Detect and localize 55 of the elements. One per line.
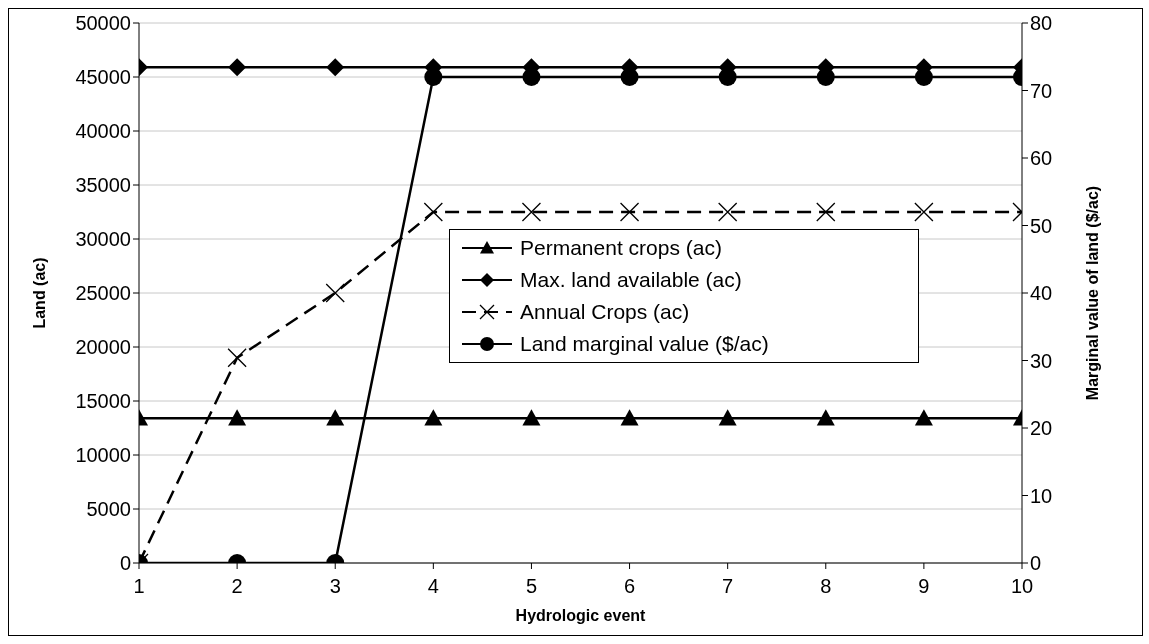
point bbox=[424, 409, 443, 426]
point bbox=[423, 202, 443, 222]
y-tick-label: 30000 bbox=[75, 228, 131, 251]
y2-tick-label: 80 bbox=[1030, 12, 1053, 35]
point bbox=[620, 409, 639, 426]
y-tick-label: 15000 bbox=[75, 390, 131, 413]
x-tick-label: 10 bbox=[1010, 575, 1034, 598]
point bbox=[914, 202, 934, 222]
point bbox=[228, 409, 247, 426]
point bbox=[914, 409, 933, 426]
y-tick-label: 10000 bbox=[75, 444, 131, 467]
y-axis-title: Land (ac) bbox=[30, 257, 48, 329]
y2-axis-title: Marginal value of land ($/ac) bbox=[1083, 185, 1101, 401]
point bbox=[227, 348, 247, 368]
legend-label: Permanent crops (ac) bbox=[520, 236, 722, 260]
point bbox=[326, 58, 345, 77]
y2-tick-label: 0 bbox=[1030, 552, 1042, 575]
x-tick-label: 6 bbox=[623, 575, 636, 598]
y2-tick-label: 50 bbox=[1030, 214, 1053, 237]
y-tick-label: 40000 bbox=[75, 120, 131, 143]
point bbox=[522, 409, 541, 426]
y2-tick-label: 70 bbox=[1030, 79, 1053, 102]
x-tick-label: 1 bbox=[133, 575, 145, 598]
y-tick-label: 20000 bbox=[75, 336, 131, 359]
point bbox=[718, 202, 738, 222]
y2-tick-label: 40 bbox=[1030, 282, 1053, 305]
y-tick-label: 35000 bbox=[75, 174, 131, 197]
x-tick-label: 2 bbox=[231, 575, 243, 598]
point bbox=[325, 283, 345, 303]
y2-tick-label: 60 bbox=[1030, 147, 1053, 170]
x-tick-label: 5 bbox=[525, 575, 538, 598]
y-tick-label: 50000 bbox=[75, 12, 131, 35]
x-tick-label: 4 bbox=[427, 575, 439, 598]
point bbox=[816, 409, 835, 426]
point bbox=[521, 202, 542, 222]
y2-tick-label: 20 bbox=[1030, 417, 1053, 440]
y2-tick-label: 30 bbox=[1030, 349, 1053, 372]
x-tick-label: 7 bbox=[722, 575, 734, 598]
x-tick-label: 8 bbox=[820, 575, 832, 598]
point bbox=[228, 58, 247, 77]
point bbox=[619, 202, 640, 222]
legend-label: Annual Crops (ac) bbox=[520, 300, 690, 324]
legend-label: Land marginal value ($/ac) bbox=[520, 332, 769, 356]
y-tick-label: 25000 bbox=[75, 282, 131, 305]
y2-tick-label: 10 bbox=[1030, 484, 1053, 507]
x-axis-title: Hydrologic event bbox=[515, 607, 647, 624]
legend-label: Max. land available (ac) bbox=[520, 268, 742, 292]
point bbox=[718, 409, 737, 426]
y-tick-label: 5000 bbox=[86, 498, 131, 521]
x-tick-label: 3 bbox=[329, 575, 341, 598]
y-tick-label: 45000 bbox=[75, 66, 131, 89]
point bbox=[326, 409, 345, 426]
y-tick-label: 0 bbox=[119, 552, 131, 575]
x-tick-label: 9 bbox=[918, 575, 930, 598]
point bbox=[816, 202, 836, 222]
